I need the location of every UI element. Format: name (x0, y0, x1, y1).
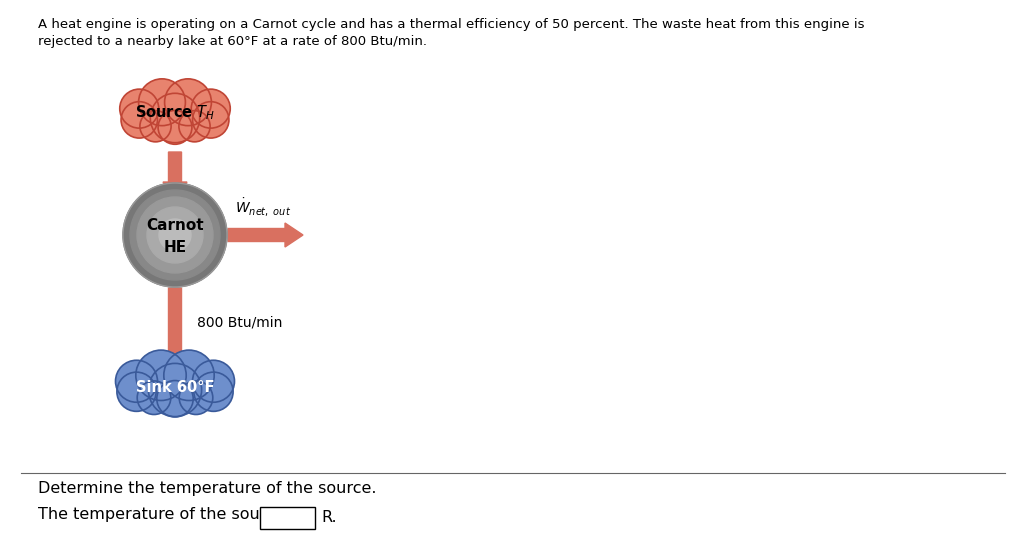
Text: Source $\mathit{T}_H$: Source $\mathit{T}_H$ (134, 103, 215, 122)
Text: 800 Btu/min: 800 Btu/min (197, 316, 282, 330)
Circle shape (159, 219, 191, 251)
Text: HE: HE (163, 239, 187, 254)
Text: R.: R. (321, 510, 337, 525)
FancyArrow shape (163, 288, 187, 376)
Circle shape (130, 190, 220, 280)
Text: Carnot: Carnot (146, 217, 204, 232)
Text: Sink 60°F: Sink 60°F (135, 379, 214, 394)
Circle shape (123, 183, 227, 287)
Circle shape (137, 197, 213, 273)
Text: The temperature of the source is: The temperature of the source is (38, 507, 303, 522)
Text: rejected to a nearby lake at 60°F at a rate of 800 Btu/min.: rejected to a nearby lake at 60°F at a r… (38, 35, 427, 48)
FancyBboxPatch shape (260, 507, 315, 529)
Text: $\dot{W}_{net,\ out}$: $\dot{W}_{net,\ out}$ (235, 196, 291, 218)
Text: Determine the temperature of the source.: Determine the temperature of the source. (38, 481, 377, 496)
Circle shape (147, 207, 203, 263)
FancyArrow shape (163, 152, 187, 200)
Text: A heat engine is operating on a Carnot cycle and has a thermal efficiency of 50 : A heat engine is operating on a Carnot c… (38, 18, 865, 31)
FancyArrow shape (228, 223, 303, 247)
